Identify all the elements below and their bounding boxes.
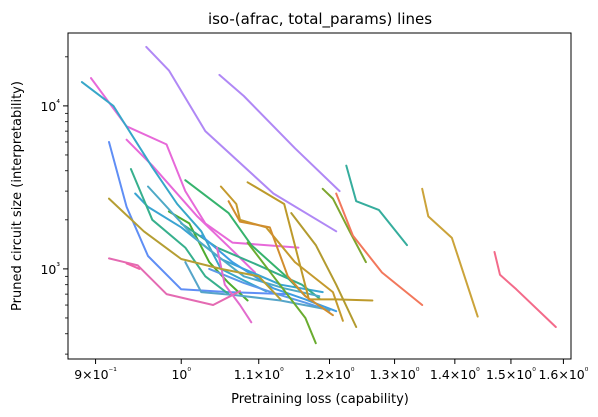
series-line-15 [184,261,331,311]
x-tick-label-6: 1.4×10⁰ [430,367,480,382]
series-line-17 [125,262,141,270]
y-tick-label-2: 10⁴ [40,99,60,114]
plot-frame [67,32,572,360]
series-line-3 [90,77,300,249]
series-line-29 [493,251,557,328]
series-line-1 [145,45,338,233]
series-line-27 [335,192,424,306]
x-tick-label-1: 9×10⁻¹ [74,367,117,382]
series-line-26 [345,164,408,247]
y-axis-ticks: 10³ 10⁴ [40,56,68,355]
series-line-19 [108,197,282,301]
x-tick-label-2: 10⁰ [171,367,191,382]
x-tick-label-3: 1.1×10⁰ [234,367,284,382]
y-axis-label: Pruned circuit size (interpretability) [10,81,25,311]
chart-title: iso-(afrac, total_params) lines [208,10,432,29]
y-tick-label-1: 10³ [40,262,60,277]
series-line-2 [218,73,341,193]
series-line-8 [129,168,230,296]
x-tick-label-8: 1.6×10⁰ [538,367,588,382]
series-line-9 [167,210,249,302]
series-line-5 [80,81,268,293]
series-line-24 [321,187,367,264]
series-line-28 [421,187,479,318]
series-line-12 [147,185,321,298]
series-line-25 [246,241,317,345]
series-line-22 [227,200,334,317]
x-tick-label-4: 1.2×10⁰ [305,367,355,382]
series-line-14 [208,267,331,312]
series-line-23 [290,212,358,328]
series-line-18 [216,246,253,324]
x-axis-label: Pretraining loss (capability) [231,392,409,407]
series-layer [80,45,557,345]
x-axis-ticks: 9×10⁻¹ 10⁰ 1.1×10⁰ 1.2×10⁰ 1.3×10⁰ 1.4×10⁰ 1.5… [74,359,589,382]
x-tick-label-5: 1.3×10⁰ [370,367,420,382]
x-tick-label-7: 1.5×10⁰ [486,367,536,382]
